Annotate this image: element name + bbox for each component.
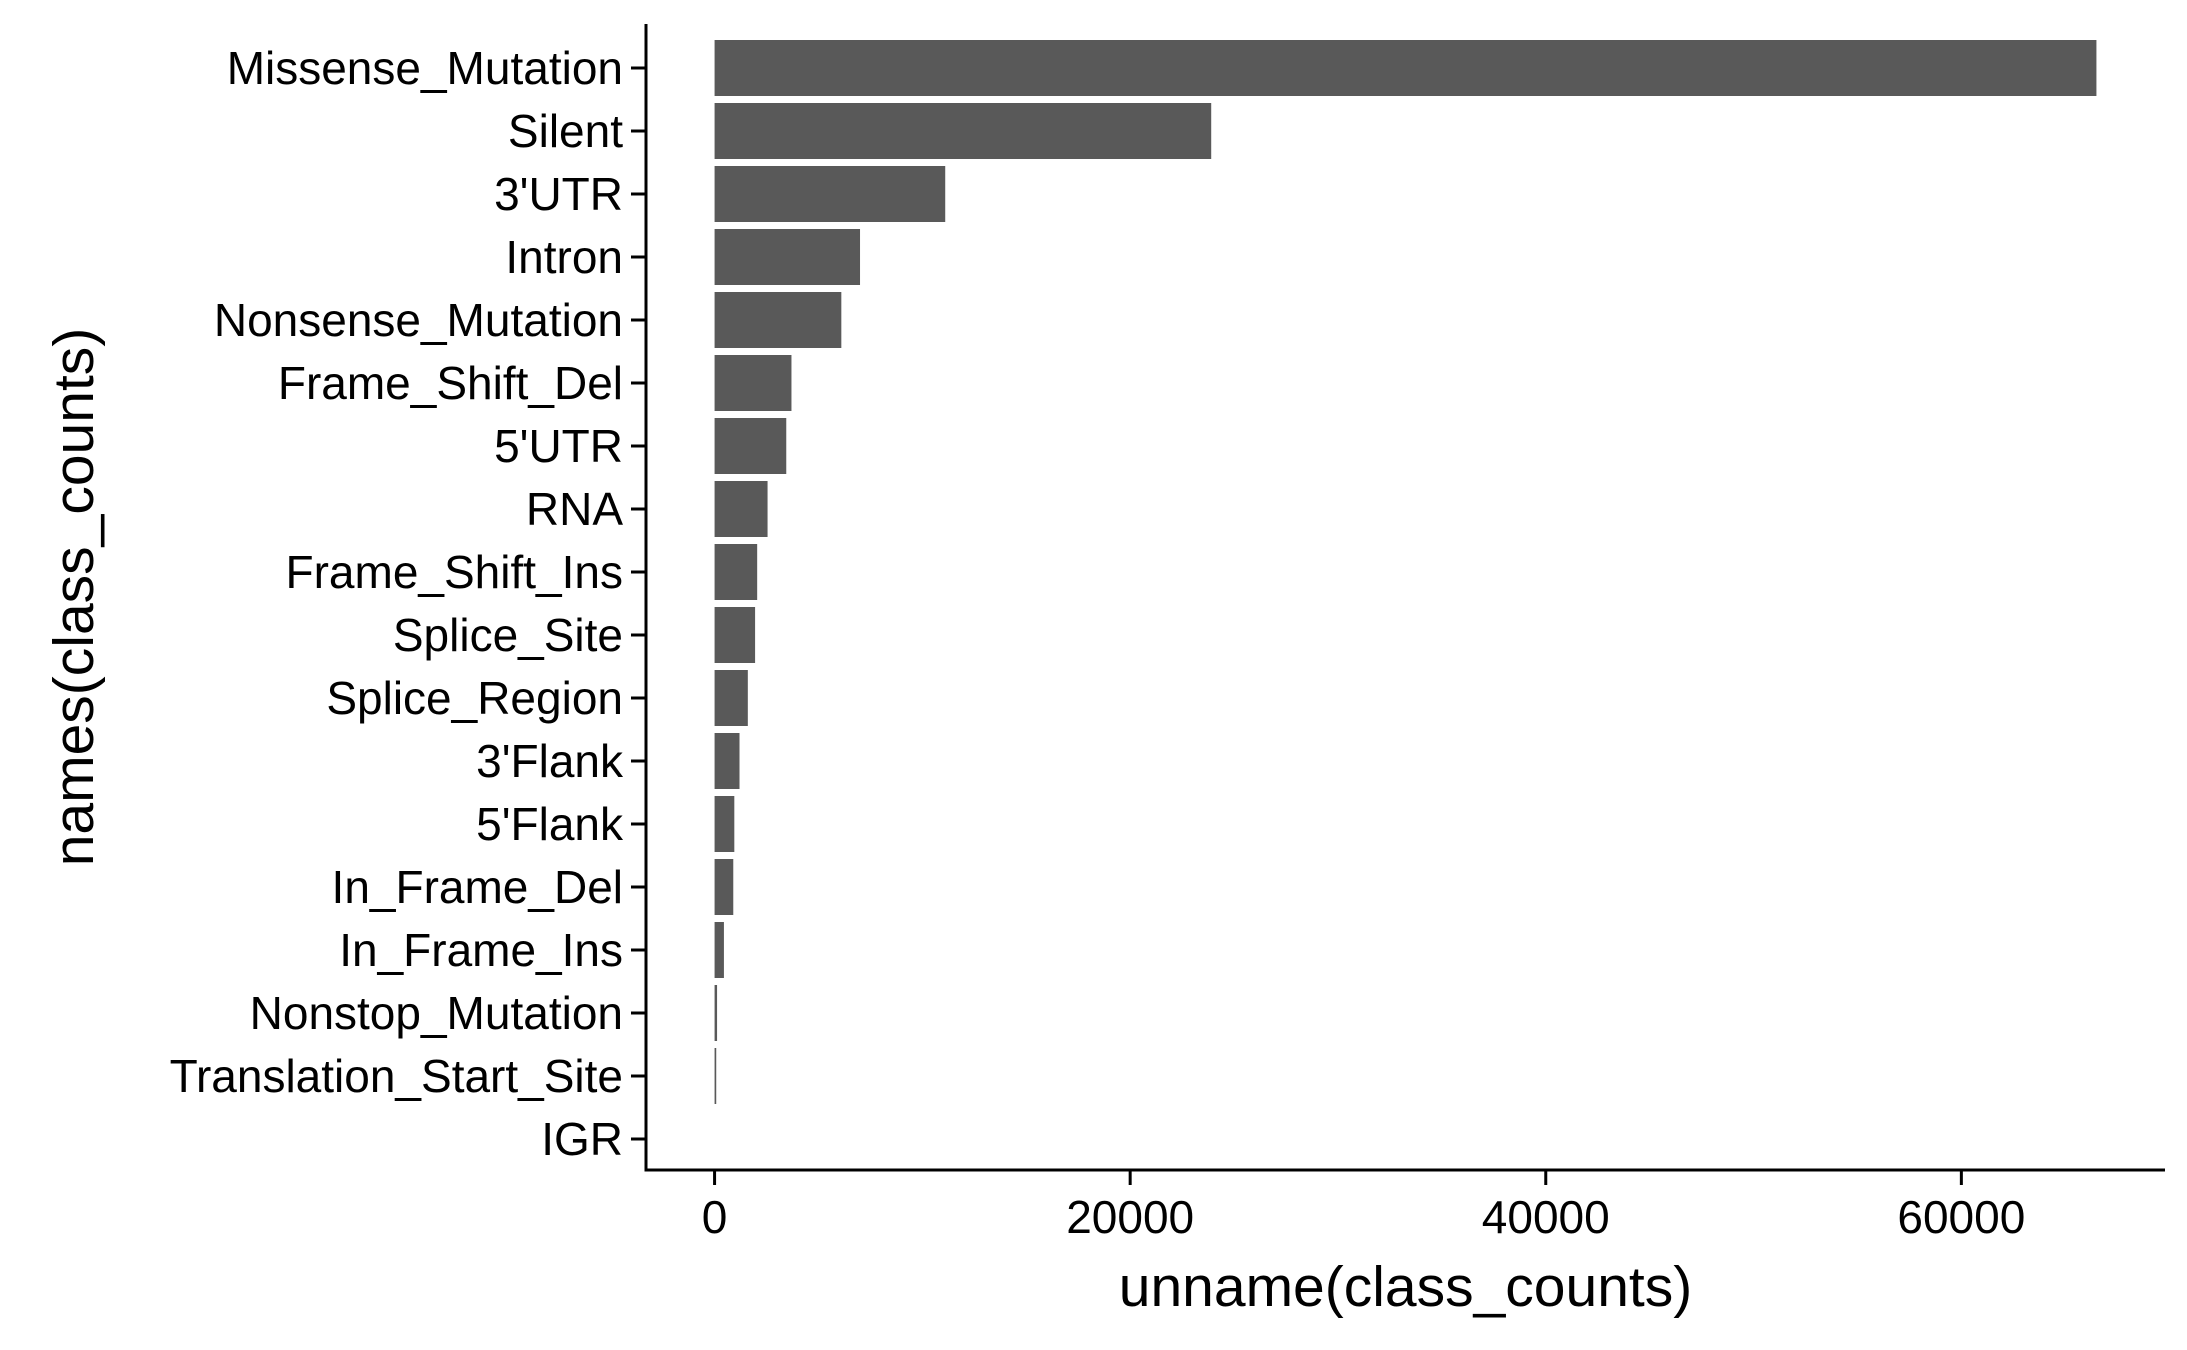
y-tick-label: Nonsense_Mutation — [214, 294, 623, 346]
y-tick-label: Silent — [508, 105, 623, 157]
bar — [714, 103, 1212, 159]
x-axis-ticks: 0 20000 40000 60000 — [702, 1170, 2025, 1243]
y-tick-label: In_Frame_Del — [332, 861, 623, 913]
x-axis-title: unname(class_counts) — [1119, 1255, 1692, 1319]
x-tick-label: 40000 — [1482, 1191, 1610, 1243]
y-tick-label: IGR — [541, 1113, 623, 1165]
y-tick-label: Splice_Region — [326, 672, 623, 724]
y-axis-title: names(class_counts) — [42, 328, 106, 867]
bar — [714, 166, 946, 222]
y-tick-label: In_Frame_Ins — [339, 924, 623, 976]
y-axis-ticks: Missense_Mutation Silent 3'UTR Intron Nonsen… — [170, 42, 646, 1165]
y-tick-label: Translation_Start_Site — [170, 1050, 623, 1102]
y-tick-label: RNA — [526, 483, 623, 535]
y-tick-label: 3'Flank — [476, 735, 624, 787]
bar — [714, 922, 724, 978]
bar — [714, 733, 740, 789]
bar — [714, 607, 756, 663]
y-tick-label: 5'UTR — [494, 420, 623, 472]
bar — [714, 670, 748, 726]
bar — [714, 544, 758, 600]
x-tick-label: 0 — [702, 1191, 728, 1243]
y-tick-label: Intron — [505, 231, 623, 283]
y-tick-label: Nonstop_Mutation — [250, 987, 623, 1039]
bar — [714, 859, 734, 915]
y-tick-label: Frame_Shift_Ins — [286, 546, 623, 598]
bar — [714, 40, 2097, 96]
bar — [714, 355, 792, 411]
y-tick-label: Splice_Site — [393, 609, 623, 661]
bars-layer — [714, 40, 2097, 1104]
bar — [714, 796, 735, 852]
bar — [714, 985, 718, 1041]
y-tick-label: Frame_Shift_Del — [278, 357, 623, 409]
axes-layer — [644, 24, 2165, 1172]
y-tick-label: Missense_Mutation — [227, 42, 623, 94]
x-tick-label: 60000 — [1897, 1191, 2025, 1243]
bar — [714, 292, 842, 348]
bar — [714, 481, 768, 537]
x-tick-label: 20000 — [1066, 1191, 1194, 1243]
bar — [714, 418, 787, 474]
y-tick-label: 5'Flank — [476, 798, 624, 850]
bar — [714, 229, 861, 285]
bar — [714, 1048, 717, 1104]
y-tick-label: 3'UTR — [494, 168, 623, 220]
